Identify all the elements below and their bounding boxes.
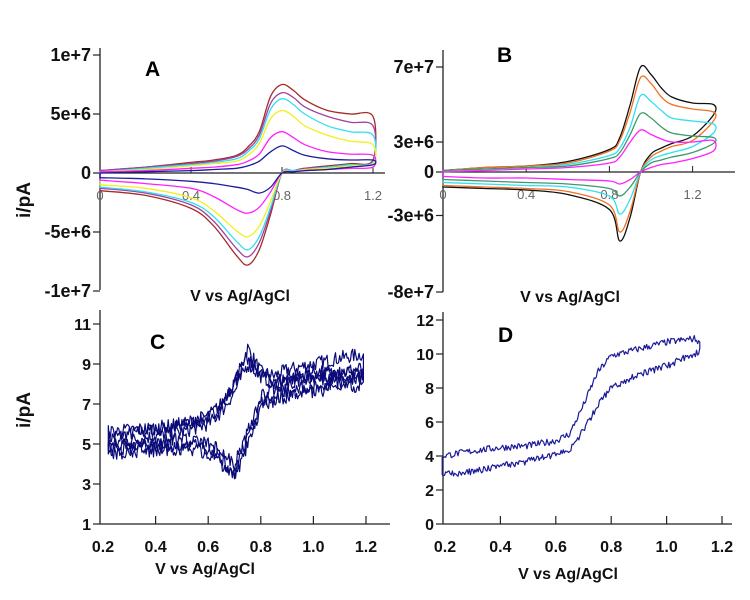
panel-label: B bbox=[497, 44, 512, 67]
panel-c: 1 3 5 7 9 11 0.2 0.4 0.6 0.8 1.0 1.2 C V vs Ag/AgCl i/… bbox=[14, 310, 390, 578]
series-line-brown bbox=[99, 83, 377, 266]
y-axis-title: i/pA bbox=[14, 182, 35, 218]
x-tick-label: 1.2 bbox=[355, 539, 377, 556]
series-line-scan-3 bbox=[107, 355, 364, 472]
y-tick-label: 7 bbox=[82, 397, 91, 414]
x-tick-label: 0.4 bbox=[144, 539, 166, 556]
x-axis-title: V vs Ag/AgCl bbox=[520, 289, 620, 306]
x-tick-label: 1.2 bbox=[684, 187, 702, 202]
y-tick-label: 5e+6 bbox=[50, 104, 91, 124]
panel-label: D bbox=[498, 324, 513, 347]
x-tick-label: 1.2 bbox=[711, 539, 733, 556]
y-tick-label: 9 bbox=[82, 357, 91, 374]
x-tick-label: 0.6 bbox=[545, 539, 567, 556]
x-axis-title: V vs Ag/AgCl bbox=[190, 288, 290, 305]
y-tick-label: -3e+6 bbox=[387, 206, 434, 226]
x-tick-label: 0.6 bbox=[197, 539, 219, 556]
y-tick-label: 4 bbox=[425, 449, 434, 466]
panel-label: C bbox=[150, 331, 165, 354]
y-tick-label: 0 bbox=[425, 517, 434, 534]
y-tick-label: 0 bbox=[424, 162, 434, 182]
y-tick-label: 0 bbox=[81, 163, 91, 183]
y-tick-label: 3e+6 bbox=[393, 132, 434, 152]
x-tick-label: 0 bbox=[96, 188, 103, 203]
y-tick-label: 11 bbox=[74, 317, 91, 334]
x-tick-label: 1.0 bbox=[655, 539, 677, 556]
x-axis-title: V vs Ag/AgCl bbox=[155, 561, 255, 578]
x-tick-label: 1.2 bbox=[364, 188, 382, 203]
series-line-green bbox=[442, 112, 717, 197]
panel-label: A bbox=[145, 58, 160, 81]
y-tick-label: 5 bbox=[82, 437, 91, 454]
y-tick-label: 7e+7 bbox=[393, 57, 434, 77]
y-tick-label: 8 bbox=[425, 381, 434, 398]
x-tick-label: 0.8 bbox=[250, 539, 272, 556]
x-axis-title: V vs Ag/AgCl bbox=[518, 566, 618, 583]
y-tick-label: 1e+7 bbox=[50, 45, 91, 65]
y-tick-label: -1e+7 bbox=[44, 281, 91, 301]
x-tick-label: 0.2 bbox=[92, 539, 114, 556]
series-line-navy bbox=[99, 145, 377, 194]
panel-b: 7e+73e+60-3e+6-8e+70 0.4 0.8 1.2BV vs Ag/Ag… bbox=[387, 44, 735, 306]
y-tick-label: 2 bbox=[425, 483, 434, 500]
series-line-cyan bbox=[99, 97, 377, 251]
y-tick-label: 10 bbox=[416, 347, 434, 364]
y-tick-label: 1 bbox=[82, 517, 91, 534]
x-tick-label: 0 bbox=[439, 187, 446, 202]
y-tick-label: 12 bbox=[416, 313, 434, 330]
series-line-black bbox=[442, 64, 717, 242]
series-line-orange bbox=[442, 75, 717, 233]
x-tick-label: 0.8 bbox=[273, 188, 291, 203]
panel-a: 1e+75e+60-5e+6-1e+70 0.4 0.8 1.2AV vs Ag/Ag… bbox=[14, 45, 385, 305]
series-line-yellow bbox=[99, 109, 377, 238]
series-line-scan-1 bbox=[107, 343, 364, 479]
y-tick-label: 6 bbox=[425, 415, 434, 432]
panel-d: 0 2 4 6 8 10 12 0.2 0.4 0.6 0.8 1.0 1.2 D V vs Ag/AgCl bbox=[416, 312, 733, 583]
x-tick-label: 0.4 bbox=[489, 539, 511, 556]
series-line-scan bbox=[441, 335, 701, 477]
x-tick-label: 1.0 bbox=[302, 539, 324, 556]
y-tick-label: 3 bbox=[82, 477, 91, 494]
y-axis-title: i/pA bbox=[14, 392, 35, 428]
y-tick-label: -8e+7 bbox=[387, 282, 434, 302]
series-line-cyan bbox=[442, 93, 717, 215]
x-tick-label: 0.8 bbox=[600, 187, 618, 202]
series-line-magenta bbox=[442, 129, 717, 185]
y-tick-label: -5e+6 bbox=[44, 222, 91, 242]
x-tick-label: 0.8 bbox=[600, 539, 622, 556]
x-tick-label: 0.2 bbox=[434, 539, 456, 556]
